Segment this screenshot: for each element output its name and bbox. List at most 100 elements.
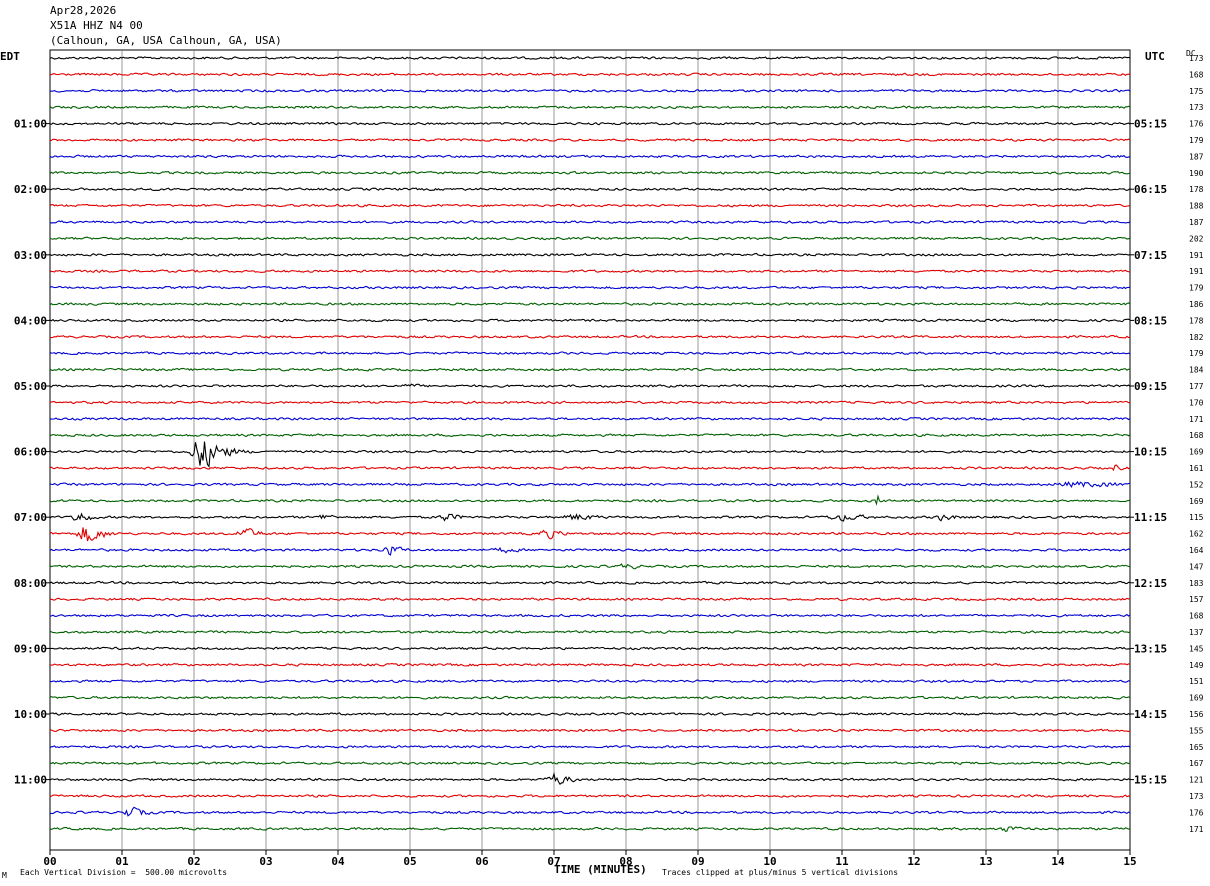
x-tick-label: 02: [187, 855, 200, 868]
dc-value: 156: [1189, 710, 1204, 719]
dc-value: 191: [1189, 267, 1204, 276]
dc-value: 173: [1189, 103, 1204, 112]
x-tick-label: 04: [331, 855, 345, 868]
right-timezone-label: UTC: [1145, 50, 1165, 63]
dc-value: 171: [1189, 825, 1204, 834]
trace-line: [49, 563, 1131, 570]
dc-value: 178: [1189, 185, 1204, 194]
trace-line: [49, 383, 1131, 388]
trace-line: [49, 121, 1131, 126]
x-axis-title: TIME (MINUTES): [554, 863, 647, 876]
trace-line: [49, 252, 1131, 257]
dc-value: 179: [1189, 349, 1204, 358]
dc-value: 191: [1189, 251, 1204, 260]
trace-line: [49, 695, 1131, 700]
dc-value: 137: [1189, 628, 1204, 637]
dc-value: 147: [1189, 562, 1204, 571]
trace-line: [49, 826, 1131, 833]
dc-value: 179: [1189, 136, 1204, 145]
x-tick-label: 09: [691, 855, 704, 868]
trace-line: [49, 771, 1131, 786]
x-tick-label: 00: [43, 855, 56, 868]
dc-value: 187: [1189, 152, 1204, 161]
clip-note: Traces clipped at plus/minus 5 vertical …: [662, 868, 899, 877]
trace-line: [49, 351, 1131, 356]
trace-line: [49, 220, 1131, 224]
left-hour-label: 02:00: [14, 183, 47, 196]
left-hour-label: 01:00: [14, 118, 47, 131]
right-hour-label: 09:15: [1134, 380, 1167, 393]
trace-line: [49, 269, 1131, 273]
trace-line: [49, 187, 1131, 192]
trace-line: [49, 464, 1131, 472]
trace-line: [49, 367, 1131, 372]
trace-line: [49, 728, 1131, 733]
trace-line: [49, 203, 1131, 208]
trace-line: [50, 88, 1131, 93]
dc-value: 167: [1189, 759, 1204, 768]
dc-value: 177: [1189, 382, 1204, 391]
dc-column-title: DC: [1186, 49, 1196, 58]
left-hour-label: 06:00: [14, 446, 47, 459]
left-hour-label: 09:00: [14, 642, 47, 655]
dc-value: 149: [1189, 661, 1204, 670]
scale-note: Each Vertical Division = 500.00 microvol…: [20, 868, 228, 877]
x-tick-label: 10: [763, 855, 776, 868]
right-hour-label: 07:15: [1134, 249, 1167, 262]
dc-value: 168: [1189, 70, 1204, 79]
dc-value: 202: [1189, 234, 1204, 243]
trace-line: [49, 512, 1131, 522]
right-hour-label: 06:15: [1134, 183, 1167, 196]
dc-value: 171: [1189, 415, 1204, 424]
left-hour-label: 07:00: [14, 511, 47, 524]
trace-line: [49, 170, 1131, 175]
left-hour-label: 04:00: [14, 314, 47, 327]
dc-value: 152: [1189, 480, 1204, 489]
trace-line: [49, 744, 1131, 749]
trace-line: [49, 236, 1131, 241]
trace-line: [49, 662, 1131, 667]
trace-line: [49, 527, 1131, 542]
trace-line: [49, 302, 1131, 306]
dc-value: 121: [1189, 776, 1204, 785]
trace-line: [49, 712, 1131, 716]
x-tick-label: 01: [115, 855, 129, 868]
trace-line: [49, 646, 1131, 651]
trace-line: [49, 56, 1131, 60]
station-location: (Calhoun, GA, USA Calhoun, GA, USA): [50, 34, 282, 47]
trace-line: [49, 597, 1131, 602]
trace-line: [50, 334, 1131, 339]
x-tick-label: 15: [1123, 855, 1136, 868]
trace-line: [49, 546, 1131, 556]
right-hour-label: 08:15: [1134, 314, 1167, 327]
trace-line: [49, 72, 1131, 77]
dc-value: 176: [1189, 808, 1204, 817]
x-tick-label: 05: [403, 855, 416, 868]
dc-value: 183: [1189, 579, 1204, 588]
trace-line: [50, 806, 1131, 817]
dc-value: 157: [1189, 595, 1204, 604]
trace-line: [49, 494, 1131, 506]
dc-value: 162: [1189, 530, 1204, 539]
trace-line: [49, 480, 1131, 488]
right-hour-label: 05:15: [1134, 118, 1167, 131]
left-timezone-label: EDT: [0, 50, 20, 63]
x-tick-label: 07: [547, 855, 560, 868]
plot-date: Apr28,2026: [50, 4, 117, 17]
dc-value: 155: [1189, 726, 1204, 735]
trace-line: [49, 679, 1131, 684]
right-hour-label: 14:15: [1134, 708, 1167, 721]
trace-line: [49, 285, 1131, 290]
x-tick-label: 03: [259, 855, 272, 868]
dc-value: 173: [1189, 792, 1204, 801]
x-tick-label: 11: [835, 855, 849, 868]
dc-value: 190: [1189, 169, 1204, 178]
dc-value: 168: [1189, 431, 1204, 440]
trace-line: [49, 794, 1131, 798]
trace-line: [49, 580, 1131, 585]
trace-line: [49, 400, 1131, 405]
dc-value: 115: [1189, 513, 1204, 522]
dc-value: 187: [1189, 218, 1204, 227]
x-tick-label: 12: [907, 855, 920, 868]
dc-value: 169: [1189, 497, 1204, 506]
